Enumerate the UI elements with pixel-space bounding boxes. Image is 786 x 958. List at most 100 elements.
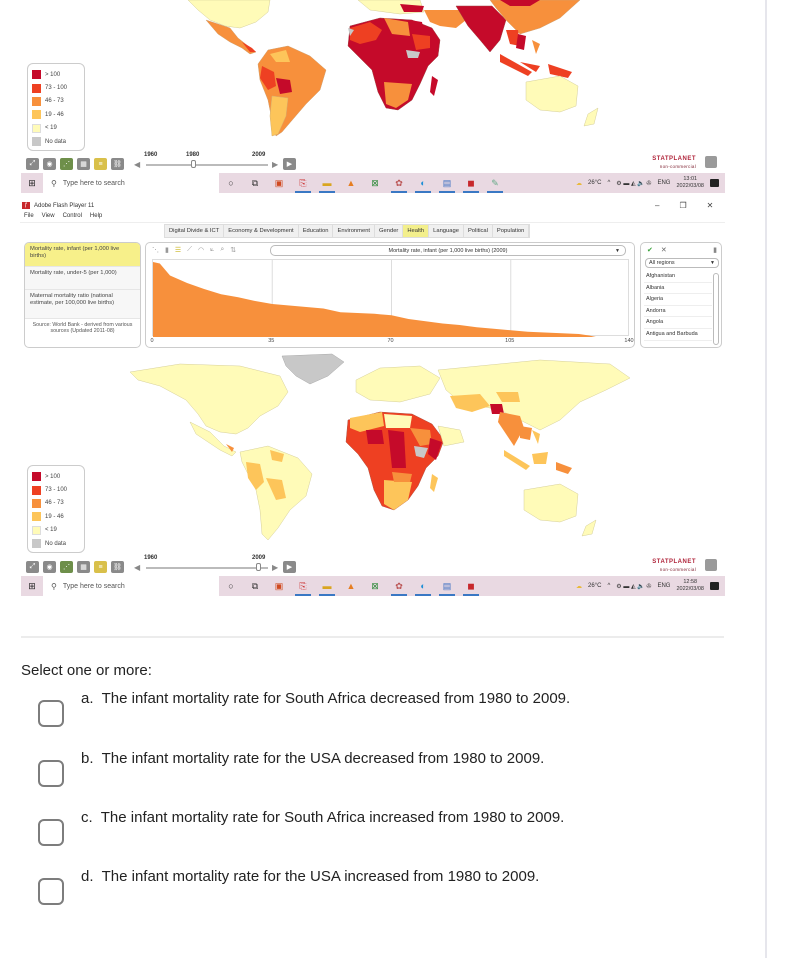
bar-chart-icon[interactable]: ▮ (165, 247, 169, 254)
option-a-label[interactable]: a. The infant mortality rate for South A… (81, 690, 571, 707)
world-map-1980[interactable] (20, 0, 720, 150)
clock[interactable]: 12:58 2022/03/08 (676, 579, 704, 592)
tab-health[interactable]: Health (403, 225, 430, 237)
menu-file[interactable]: File (24, 213, 34, 219)
option-b[interactable]: b. The infant mortality rate for the USA… (38, 750, 544, 787)
acrobat-icon[interactable]: ⎘ (291, 173, 315, 193)
ranked-area-chart[interactable] (152, 259, 629, 337)
country-item[interactable]: Andorra (644, 306, 712, 318)
task-view-icon[interactable]: ⧉ (251, 581, 259, 591)
scatter-icon[interactable]: ⋰ (60, 158, 73, 170)
cortana-icon[interactable]: ○ (228, 581, 234, 591)
acrobat-icon[interactable]: ⎘ (291, 576, 315, 596)
trash-icon[interactable]: ▮ (713, 247, 717, 254)
menu-control[interactable]: Control (62, 213, 82, 219)
zoom-icon[interactable]: ⌕ (220, 246, 225, 253)
line-chart-icon[interactable]: ⟋ (187, 246, 193, 253)
country-item[interactable]: Angola (644, 317, 712, 329)
windows-start-icon[interactable]: ⊞ (28, 580, 36, 591)
edge-icon[interactable]: ◐ (411, 173, 435, 193)
flash-player-icon[interactable]: ◼ (459, 173, 483, 193)
country-item[interactable]: Albania (644, 283, 712, 295)
slider-right-arrow-icon[interactable]: ▶ (272, 563, 279, 572)
sort-icon[interactable]: ⇅ (230, 247, 237, 254)
table-icon[interactable]: ▦ (77, 561, 90, 573)
tray-overflow-icon[interactable]: ^ (607, 180, 611, 186)
link-icon[interactable]: ⛓ (111, 561, 124, 573)
option-c-label[interactable]: c. The infant mortality rate for South A… (81, 809, 565, 826)
play-button[interactable]: ▶ (283, 158, 296, 170)
flash-player-icon[interactable]: ◼ (459, 576, 483, 596)
slider-track[interactable] (146, 164, 268, 166)
excel-icon[interactable]: ⊠ (371, 581, 379, 591)
list-icon[interactable]: ≡ (94, 158, 107, 170)
tab-political[interactable]: Political (464, 225, 493, 237)
paint-app-icon[interactable]: ✿ (387, 173, 411, 193)
table-icon[interactable]: ▦ (77, 158, 90, 170)
area-chart-icon[interactable]: ◠ (198, 247, 205, 254)
option-d[interactable]: d. The infant mortality rate for the USA… (38, 868, 539, 905)
tab-economy[interactable]: Economy & Development (224, 225, 299, 237)
statplanet-menu-icon[interactable] (705, 559, 717, 571)
statplanet-menu-icon[interactable] (705, 156, 717, 168)
option-a[interactable]: a. The infant mortality rate for South A… (38, 690, 570, 727)
country-item[interactable]: Algeria (644, 294, 712, 306)
clock[interactable]: 13:01 2022/03/08 (676, 176, 704, 189)
taskbar-search-input[interactable]: ⚲ Type here to search (43, 173, 219, 193)
option-b-label[interactable]: b. The infant mortality rate for the USA… (81, 750, 545, 767)
menu-help[interactable]: Help (89, 213, 103, 219)
play-button[interactable]: ▶ (283, 561, 296, 573)
language-indicator[interactable]: ENG (657, 180, 671, 186)
photo-app-icon[interactable]: ▤ (435, 173, 459, 193)
option-d-checkbox[interactable] (38, 878, 64, 905)
file-explorer-icon[interactable]: ▬ (315, 576, 339, 596)
region-select[interactable]: All regions ▼ (645, 258, 719, 268)
vlc-icon[interactable]: ▲ (346, 178, 356, 188)
country-list-scrollbar[interactable] (713, 273, 719, 345)
file-explorer-icon[interactable]: ▬ (315, 173, 339, 193)
fullscreen-icon[interactable]: ⤢ (26, 561, 39, 573)
ranked-bar-icon[interactable]: ☰ (174, 247, 182, 254)
clear-selection-icon[interactable]: ✕ (660, 247, 667, 254)
indicator-infant-mortality[interactable]: Mortality rate, infant (per 1,000 live b… (25, 243, 140, 267)
slider-left-arrow-icon[interactable]: ◀ (134, 160, 141, 169)
notification-icon[interactable] (710, 179, 719, 187)
excel-icon[interactable]: ⊠ (371, 178, 379, 188)
minimize-button[interactable]: – (655, 201, 660, 210)
list-icon[interactable]: ≡ (94, 561, 107, 573)
slider-thumb[interactable] (256, 563, 261, 571)
language-indicator[interactable]: ENG (657, 583, 671, 589)
cortana-icon[interactable]: ○ (228, 178, 234, 188)
option-c-checkbox[interactable] (38, 819, 64, 846)
notification-icon[interactable] (710, 582, 719, 590)
world-map-2009[interactable] (20, 350, 720, 550)
tab-education[interactable]: Education (299, 225, 334, 237)
scatter-icon[interactable]: ⋰ (60, 561, 73, 573)
taskbar-search-input[interactable]: ⚲ Type here to search (43, 576, 219, 596)
vlc-icon[interactable]: ▲ (346, 581, 356, 591)
year-slider[interactable]: ◀ 1960 1980 2009 ▶ (134, 152, 294, 172)
tab-gender[interactable]: Gender (375, 225, 404, 237)
option-a-checkbox[interactable] (38, 700, 64, 727)
tab-digital-divide[interactable]: Digital Divide & ICT (165, 225, 225, 237)
task-view-icon[interactable]: ⧉ (251, 178, 259, 188)
powerpoint-icon[interactable]: ▣ (274, 581, 284, 591)
indicator-maternal-mortality[interactable]: Maternal mortality ratio (national estim… (25, 290, 140, 319)
edge-icon[interactable]: ◐ (411, 576, 435, 596)
tray-overflow-icon[interactable]: ^ (607, 583, 611, 589)
paint-app-icon[interactable]: ✿ (387, 576, 411, 596)
view-icon[interactable]: ◉ (43, 158, 56, 170)
tab-language[interactable]: Language (429, 225, 464, 237)
country-item[interactable]: Antigua and Barbuda (644, 329, 712, 341)
windows-start-icon[interactable]: ⊞ (28, 177, 36, 188)
paint-brush-icon[interactable]: ✎ (483, 173, 507, 193)
indicator-select[interactable]: Mortality rate, infant (per 1,000 live b… (270, 245, 626, 256)
tray-icons[interactable]: ⚙ ▬ ◭ 🔈 ✇ (616, 180, 652, 187)
close-button[interactable]: ✕ (706, 201, 714, 210)
option-c[interactable]: c. The infant mortality rate for South A… (38, 809, 564, 846)
tab-population[interactable]: Population (493, 225, 530, 237)
option-d-label[interactable]: d. The infant mortality rate for the USA… (81, 868, 540, 885)
tab-environment[interactable]: Environment (333, 225, 376, 237)
slider-left-arrow-icon[interactable]: ◀ (134, 563, 141, 572)
slider-thumb[interactable] (191, 160, 196, 168)
